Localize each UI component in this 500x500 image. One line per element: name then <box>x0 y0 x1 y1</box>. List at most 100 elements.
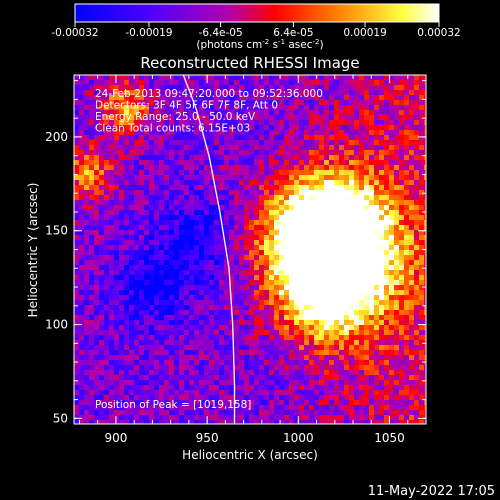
heatmap-cell <box>414 315 420 321</box>
heatmap-cell <box>144 300 150 306</box>
heatmap-cell <box>204 400 210 406</box>
heatmap-cell <box>179 310 185 316</box>
heatmap-cell <box>329 390 335 396</box>
heatmap-cell <box>204 310 210 316</box>
heatmap-cell <box>184 120 190 126</box>
heatmap-cell <box>84 400 90 406</box>
heatmap-cell <box>74 215 80 221</box>
heatmap-cell <box>274 195 280 201</box>
heatmap-cell <box>359 225 365 231</box>
heatmap-cell <box>169 345 175 351</box>
heatmap-cell <box>309 150 315 156</box>
heatmap-cell <box>164 220 170 226</box>
heatmap-cell <box>304 365 310 371</box>
heatmap-cell <box>164 265 170 271</box>
heatmap-cell <box>394 125 400 131</box>
heatmap-cell <box>279 245 285 251</box>
heatmap-cell <box>94 345 100 351</box>
heatmap-cell <box>249 420 255 424</box>
heatmap-cell <box>149 210 155 216</box>
heatmap-cell <box>189 285 195 291</box>
heatmap-cell <box>159 365 165 371</box>
heatmap-cell <box>264 395 270 401</box>
heatmap-cell <box>114 300 120 306</box>
heatmap-cell <box>174 110 180 116</box>
heatmap-cell <box>189 315 195 321</box>
heatmap-cell <box>154 290 160 296</box>
heatmap-cell <box>414 415 420 421</box>
heatmap-cell <box>79 90 85 96</box>
heatmap-cell <box>344 390 350 396</box>
heatmap-cell <box>404 245 410 251</box>
heatmap-cell <box>159 370 165 376</box>
heatmap-cell <box>209 150 215 156</box>
heatmap-cell <box>134 325 140 331</box>
heatmap-cell <box>249 295 255 301</box>
heatmap-cell <box>154 130 160 136</box>
heatmap-cell <box>159 320 165 326</box>
heatmap-cell <box>379 395 385 401</box>
heatmap-cell <box>119 315 125 321</box>
heatmap-cell <box>339 115 345 121</box>
heatmap-cell <box>344 315 350 321</box>
heatmap-cell <box>339 405 345 411</box>
heatmap-cell <box>354 200 360 206</box>
heatmap-cell <box>419 235 425 241</box>
heatmap-cell <box>89 375 95 381</box>
heatmap-cell <box>354 310 360 316</box>
heatmap-cell <box>219 90 225 96</box>
heatmap-cell <box>374 310 380 316</box>
heatmap-cell <box>194 385 200 391</box>
heatmap-cell <box>119 370 125 376</box>
heatmap-cell <box>419 95 425 101</box>
heatmap-cell <box>179 420 185 424</box>
heatmap-cell <box>259 85 265 91</box>
heatmap-cell <box>379 280 385 286</box>
heatmap-cell <box>274 190 280 196</box>
heatmap-cell <box>239 110 245 116</box>
heatmap-cell <box>334 375 340 381</box>
heatmap-cell <box>379 175 385 181</box>
heatmap-cell <box>189 130 195 136</box>
heatmap-cell <box>329 170 335 176</box>
heatmap-cell <box>364 315 370 321</box>
heatmap-cell <box>154 115 160 121</box>
heatmap-cell <box>339 145 345 151</box>
heatmap-cell <box>79 125 85 131</box>
heatmap-cell <box>174 210 180 216</box>
heatmap-cell <box>84 370 90 376</box>
heatmap-cell <box>174 360 180 366</box>
heatmap-cell <box>204 85 210 91</box>
heatmap-cell <box>224 275 230 281</box>
heatmap-cell <box>129 145 135 151</box>
heatmap-cell <box>154 330 160 336</box>
heatmap-cell <box>384 340 390 346</box>
heatmap-cell <box>374 75 380 81</box>
heatmap-cell <box>284 85 290 91</box>
heatmap-cell <box>124 115 130 121</box>
heatmap-cell <box>194 320 200 326</box>
heatmap-cell <box>199 285 205 291</box>
heatmap-cell <box>399 195 405 201</box>
heatmap-cell <box>259 410 265 416</box>
heatmap-cell <box>169 210 175 216</box>
heatmap-cell <box>319 290 325 296</box>
heatmap-cell <box>284 180 290 186</box>
heatmap-cell <box>329 200 335 206</box>
heatmap-cell <box>384 180 390 186</box>
heatmap-cell <box>149 360 155 366</box>
heatmap-cell <box>229 360 235 366</box>
heatmap-cell <box>209 175 215 181</box>
heatmap-cell <box>379 305 385 311</box>
heatmap-cell <box>404 370 410 376</box>
heatmap-cell <box>109 300 115 306</box>
heatmap-cell <box>419 275 425 281</box>
heatmap-cell <box>164 290 170 296</box>
heatmap-cell <box>259 360 265 366</box>
heatmap-cell <box>129 335 135 341</box>
heatmap-cell <box>334 340 340 346</box>
heatmap-cell <box>189 225 195 231</box>
heatmap-cell <box>129 205 135 211</box>
heatmap-cell <box>389 420 395 424</box>
